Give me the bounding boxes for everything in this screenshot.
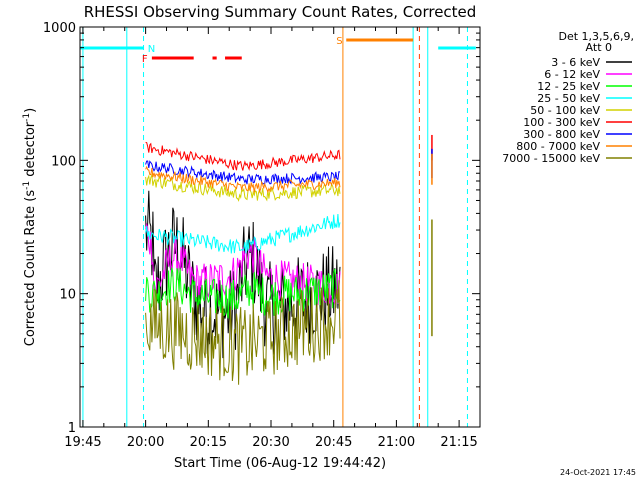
legend-label-4: 25 - 50 keV xyxy=(537,92,600,105)
x-axis: 19:45 20:00 20:15 20:30 20:45 21:00 21:15 xyxy=(64,27,478,450)
y-axis-label-sup1: -1 xyxy=(22,181,32,190)
plot-frame xyxy=(79,26,481,428)
y-tick-label-4: 1000 xyxy=(43,21,76,36)
x-tick-label-5: 20:45 xyxy=(315,435,352,450)
x-axis-label: Start Time (06-Aug-12 19:44:42) xyxy=(174,456,386,471)
legend-label-3: 12 - 25 keV xyxy=(537,80,600,93)
y-tick-label-2: 10 xyxy=(59,288,76,303)
series-line-5 xyxy=(145,173,341,202)
y-axis-label-sup2: -1 xyxy=(22,113,32,122)
legend-label-7: 300 - 800 keV xyxy=(523,128,600,141)
y-axis-label: Corrected Count Rate (s-1 detector-1) xyxy=(22,108,38,346)
y-tick-label-3: 100 xyxy=(51,154,76,169)
x-tick-label-1: 19:45 xyxy=(64,435,101,450)
y-tick-label-1: 1 xyxy=(68,421,76,436)
legend-label-8: 800 - 7000 keV xyxy=(516,140,600,153)
plot-layer: NF S xyxy=(80,27,476,427)
legend-label-1: 3 - 6 keV xyxy=(551,56,600,69)
legend-header-line2: Att 0 xyxy=(586,41,612,54)
series-line-7 xyxy=(145,160,341,185)
legend-label-5: 50 - 100 keV xyxy=(530,104,600,117)
flag-n-label: N xyxy=(148,44,155,55)
flag-s-label: S xyxy=(336,36,342,47)
legend-label-2: 6 - 12 keV xyxy=(544,68,600,81)
flag-f-label: F xyxy=(142,54,148,65)
y-axis-label-mid: detector xyxy=(23,121,38,181)
y-axis: 1 10 100 1000 xyxy=(43,21,480,436)
series-line-9 xyxy=(145,280,341,385)
y-axis-label-main: Corrected Count Rate (s xyxy=(23,190,38,347)
y-axis-label-end: ) xyxy=(23,108,38,113)
series-line-4 xyxy=(145,213,341,254)
x-tick-label-6: 21:00 xyxy=(378,435,415,450)
legend-header-line1: Det 1,3,5,6,9, xyxy=(558,30,634,43)
footer-timestamp: 24-Oct-2021 17:45 xyxy=(560,468,636,477)
x-tick-label-4: 20:30 xyxy=(252,435,289,450)
x-tick-label-2: 20:00 xyxy=(127,435,164,450)
series-line-6 xyxy=(145,141,341,171)
series-line-8 xyxy=(145,165,341,194)
legend-label-6: 100 - 300 keV xyxy=(523,116,600,129)
x-tick-label-7: 21:15 xyxy=(440,435,477,450)
legend-label-9: 7000 - 15000 keV xyxy=(502,152,600,165)
x-tick-label-3: 20:15 xyxy=(190,435,227,450)
series-line-2 xyxy=(145,222,341,306)
chart-title: RHESSI Observing Summary Count Rates, Co… xyxy=(84,3,477,21)
